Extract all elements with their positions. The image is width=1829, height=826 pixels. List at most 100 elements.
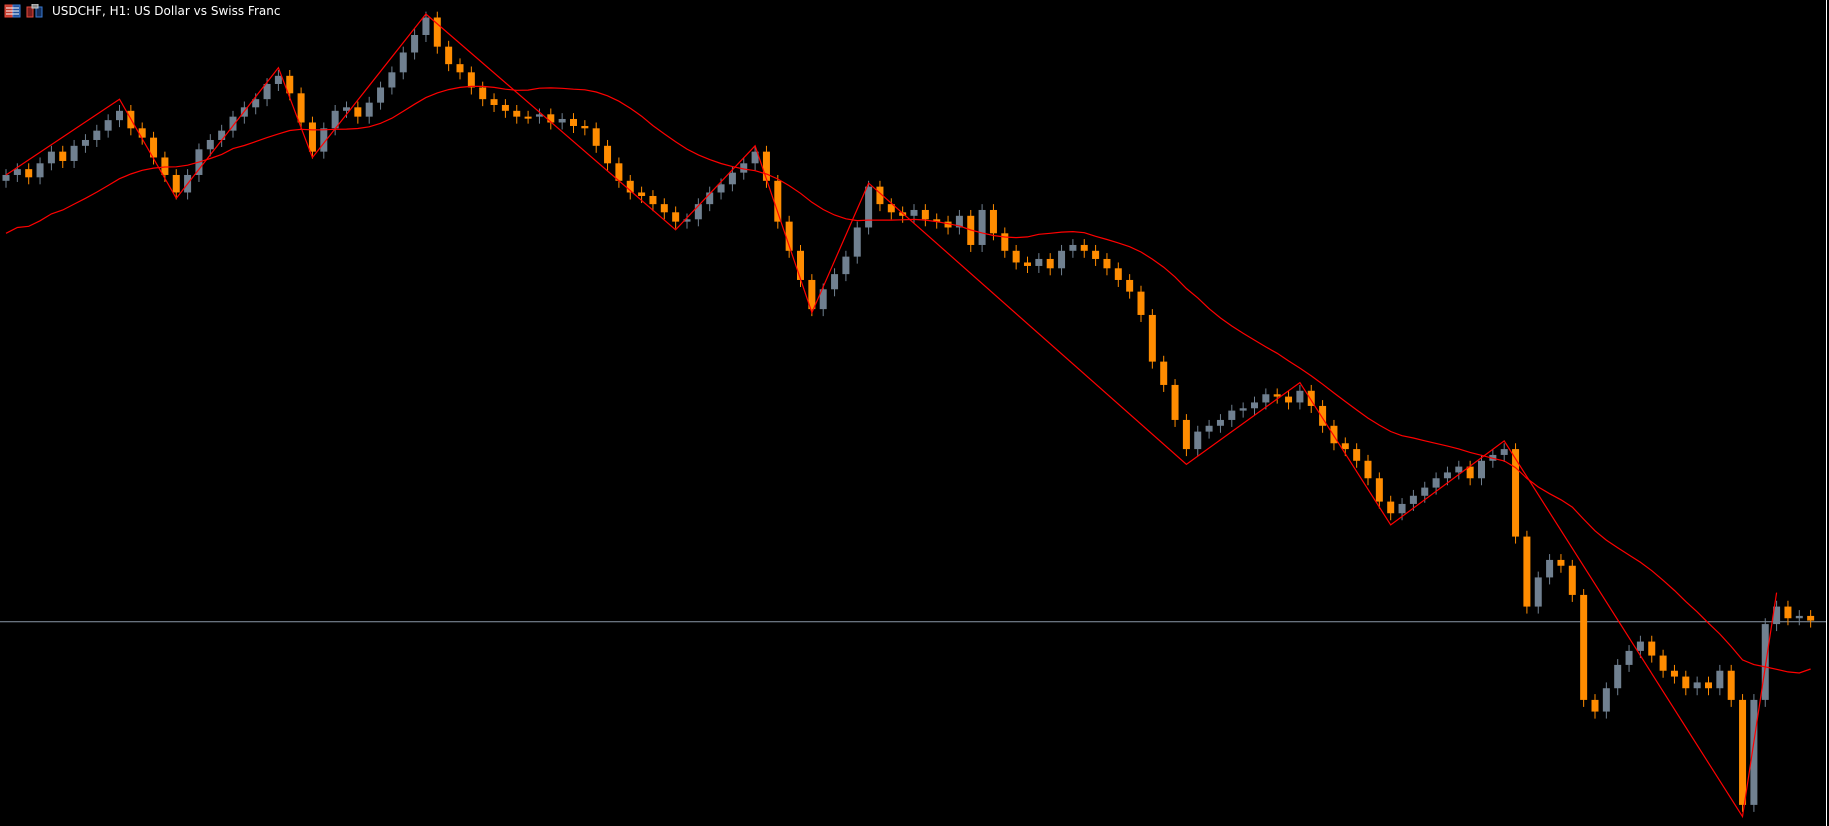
candle-body: [252, 99, 260, 108]
chart-template-icon[interactable]: [26, 4, 44, 18]
candle-body: [1012, 250, 1020, 263]
candle-body: [1659, 655, 1667, 671]
candle-body: [1103, 258, 1111, 269]
candle-body: [1478, 460, 1485, 479]
candle-body: [1080, 244, 1088, 251]
candle-body: [899, 212, 907, 216]
candle-body: [501, 104, 509, 111]
candle-body: [1171, 384, 1179, 420]
candle: [1103, 253, 1111, 276]
candle-body: [1058, 250, 1066, 269]
candle-body: [1205, 425, 1213, 432]
candle-body: [933, 219, 941, 222]
candle-body: [570, 118, 577, 126]
chart-title: USDCHF, H1: US Dollar vs Swiss Franc: [52, 4, 281, 18]
candle-body: [229, 116, 237, 131]
candle-body: [728, 172, 736, 185]
candle: [1682, 670, 1690, 696]
candle-body: [1114, 268, 1122, 280]
candle: [1773, 600, 1781, 632]
chart-header: USDCHF, H1: US Dollar vs Swiss Franc: [4, 3, 280, 19]
candle: [785, 215, 793, 258]
candle-body: [808, 279, 816, 310]
candle-body: [1364, 460, 1372, 479]
candle-body: [1761, 624, 1769, 700]
candle: [672, 206, 680, 229]
candle-body: [1216, 419, 1224, 426]
candle-body: [172, 174, 180, 193]
candle-body: [433, 17, 441, 47]
candle: [1784, 600, 1792, 626]
candle-body: [853, 227, 861, 257]
candle: [456, 58, 464, 80]
candle: [819, 283, 827, 317]
candle: [1591, 694, 1599, 719]
candle-body: [1716, 670, 1724, 689]
candle-body: [910, 209, 918, 216]
candle: [706, 186, 714, 212]
candle-body: [36, 163, 44, 178]
candle: [978, 204, 986, 252]
candle-body: [1727, 670, 1735, 700]
candle-body: [1795, 615, 1803, 619]
candle-body: [1409, 495, 1417, 504]
candle-body: [1648, 641, 1656, 656]
candle-body: [354, 107, 362, 117]
candle: [320, 122, 328, 159]
candle: [445, 40, 453, 72]
candle: [1795, 610, 1803, 626]
candle-body: [308, 122, 316, 152]
candle: [343, 101, 350, 118]
candle-body: [1512, 449, 1520, 537]
candle-body: [604, 145, 612, 164]
candle: [831, 268, 839, 297]
candle: [81, 134, 89, 153]
candle-body: [1568, 565, 1576, 595]
candle-body: [513, 110, 521, 117]
candle-body: [70, 145, 78, 161]
candle-body: [297, 93, 305, 123]
candle: [25, 163, 33, 185]
candle: [604, 139, 612, 171]
candle-body: [422, 17, 430, 35]
candle-body: [286, 75, 294, 94]
candle-body: [1353, 449, 1361, 461]
candle-body: [842, 256, 850, 275]
candle: [842, 250, 850, 282]
candle-body: [1807, 615, 1815, 621]
candle: [1716, 664, 1724, 696]
candle-body: [388, 72, 396, 88]
candle: [2, 169, 10, 188]
candle-body: [1239, 408, 1247, 411]
candle: [570, 113, 577, 133]
candle-body: [1251, 402, 1258, 409]
candle-body: [683, 219, 691, 222]
candle: [1523, 530, 1531, 614]
candle: [1080, 239, 1088, 258]
candle-body: [1773, 606, 1781, 625]
candle-body: [1398, 503, 1406, 514]
candle: [1727, 664, 1735, 707]
candle: [853, 221, 861, 264]
candle: [1205, 419, 1213, 439]
candle-body: [2, 174, 10, 181]
candle: [1705, 676, 1712, 696]
candle-body: [785, 221, 793, 251]
candle-body: [479, 87, 487, 100]
candle-body: [819, 289, 827, 310]
candle-body: [717, 184, 725, 193]
candle: [388, 66, 396, 95]
candle: [501, 99, 509, 118]
candle: [581, 120, 589, 136]
candle: [1251, 396, 1258, 416]
candle: [70, 139, 78, 168]
candle: [411, 29, 419, 60]
candle: [762, 145, 770, 188]
chart-list-icon[interactable]: [4, 4, 22, 18]
candle-body: [206, 139, 214, 150]
candle: [1285, 390, 1293, 410]
candle: [433, 11, 441, 54]
candle-body: [547, 114, 555, 123]
candle-body: [1148, 314, 1156, 362]
